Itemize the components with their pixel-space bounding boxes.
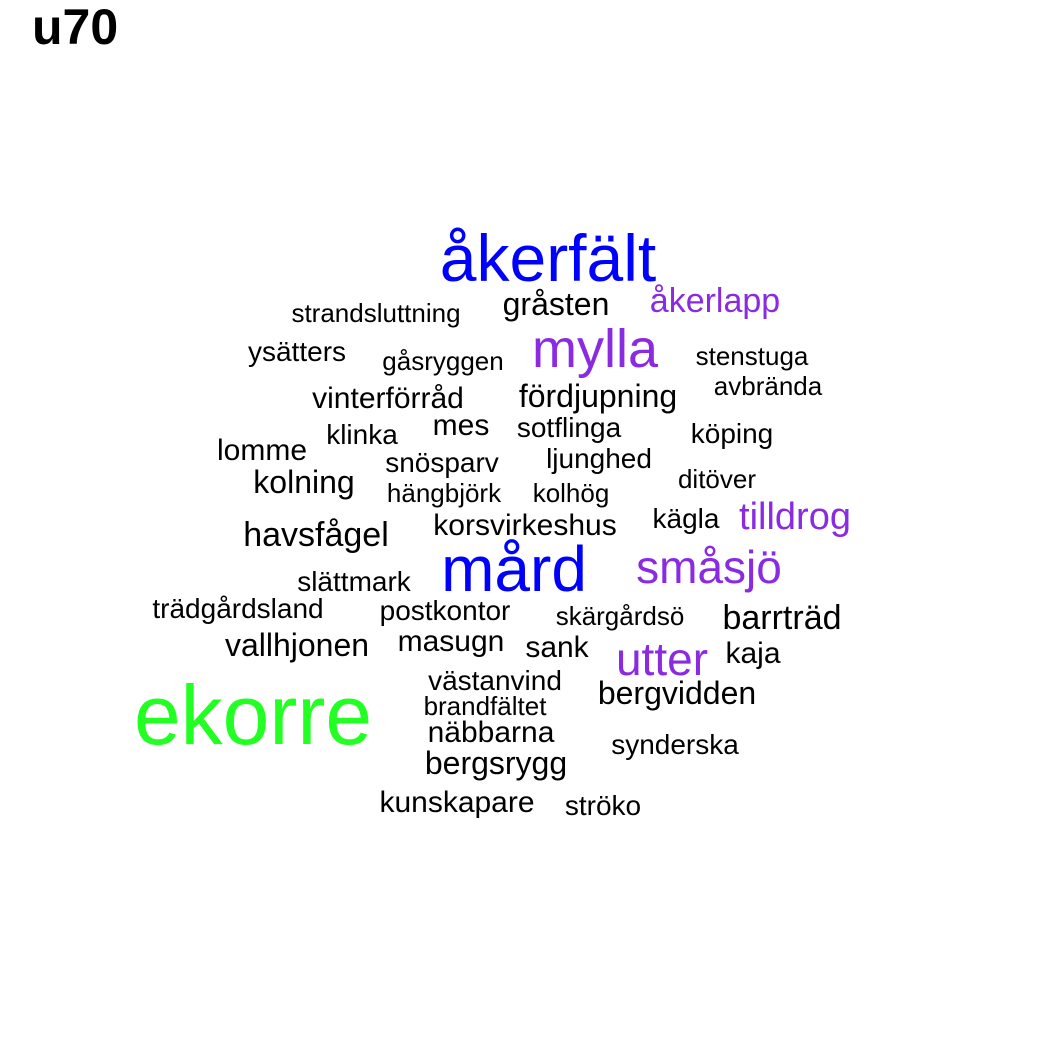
word-26: mård xyxy=(441,533,587,605)
word-7: stenstuga xyxy=(695,341,809,371)
word-30: postkontor xyxy=(379,595,511,626)
word-23: kägla xyxy=(652,503,720,534)
word-1: gråsten xyxy=(502,286,610,322)
word-38: västanvind xyxy=(428,665,562,696)
word-21: kolhög xyxy=(532,478,610,508)
word-36: utter xyxy=(615,633,709,685)
word-35: sank xyxy=(525,631,589,664)
word-25: havsfågel xyxy=(243,516,389,554)
word-10: vinterförråd xyxy=(312,382,464,415)
word-20: hängbjörk xyxy=(386,478,502,508)
word-32: barrträd xyxy=(722,599,842,637)
word-12: sotflinga xyxy=(516,412,622,443)
word-39: bergvidden xyxy=(597,675,757,711)
page-title: u70 xyxy=(32,0,119,55)
word-9: fördjupning xyxy=(518,378,678,414)
word-5: ysätters xyxy=(247,336,347,367)
word-31: skärgårdsö xyxy=(555,601,685,631)
word-3: strandsluttning xyxy=(291,298,461,328)
word-27: småsjö xyxy=(636,541,782,593)
word-46: ströko xyxy=(564,790,642,821)
word-44: bergsrygg xyxy=(424,745,568,781)
word-34: masugn xyxy=(397,625,505,658)
word-43: synderska xyxy=(611,729,739,760)
word-19: kolning xyxy=(253,464,355,500)
word-22: tilldrog xyxy=(739,496,851,538)
word-24: korsvirkeshus xyxy=(433,509,617,542)
word-0: åkerfält xyxy=(439,221,657,295)
word-28: slättmark xyxy=(297,566,411,597)
word-17: snösparv xyxy=(385,447,499,478)
word-15: lomme xyxy=(216,434,308,467)
word-29: trädgårdsland xyxy=(152,593,324,624)
word-40: ekorre xyxy=(133,668,373,762)
word-2: åkerlapp xyxy=(649,282,781,320)
word-37: kaja xyxy=(725,637,781,670)
word-45: kunskapare xyxy=(379,786,535,819)
word-4: mylla xyxy=(531,319,659,379)
word-11: mes xyxy=(432,409,490,442)
word-16: ljunghed xyxy=(546,443,652,474)
word-14: köping xyxy=(690,418,774,449)
word-8: avbrända xyxy=(713,371,823,401)
word-41: brandfältet xyxy=(423,691,547,721)
word-6: gåsryggen xyxy=(382,346,504,376)
word-13: klinka xyxy=(326,419,398,450)
word-42: näbbarna xyxy=(427,716,555,749)
word-33: vallhjonen xyxy=(224,627,370,663)
word-18: ditöver xyxy=(677,464,757,494)
